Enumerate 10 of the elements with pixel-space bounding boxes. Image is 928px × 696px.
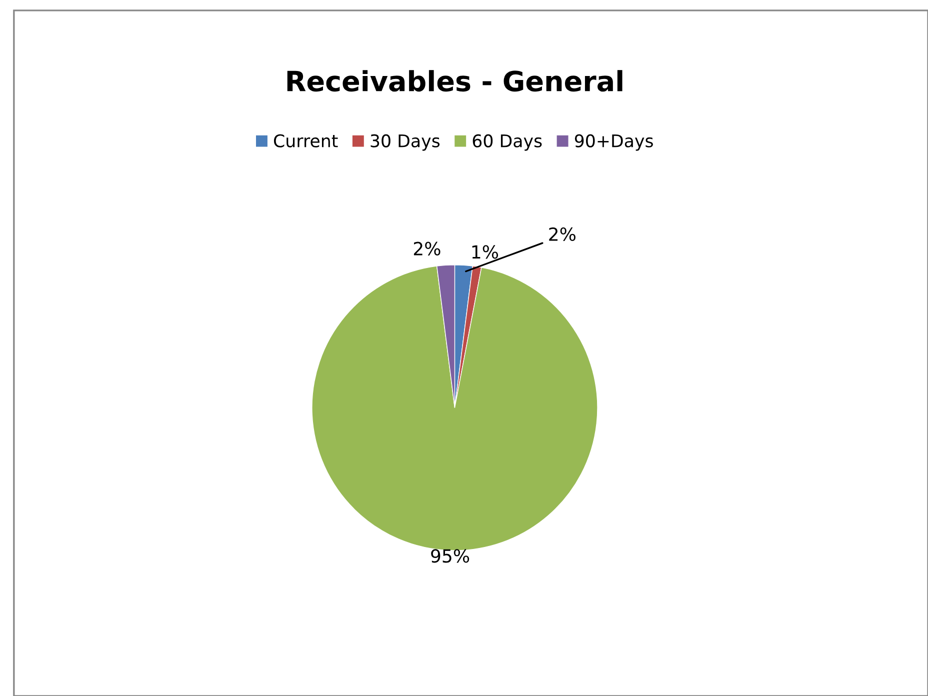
data-label: 2% <box>549 227 576 242</box>
legend-label: Current <box>274 134 338 148</box>
data-label: 1% <box>472 245 498 259</box>
legend-label: 60 Days <box>472 134 542 151</box>
data-label: 95% <box>431 549 470 563</box>
chart-title: Receivables - General <box>287 70 622 92</box>
legend-label: 30 Days <box>370 134 440 151</box>
data-label: 2% <box>414 242 440 256</box>
legend-label: 90+Days <box>574 134 653 151</box>
pie-slice <box>312 266 598 551</box>
